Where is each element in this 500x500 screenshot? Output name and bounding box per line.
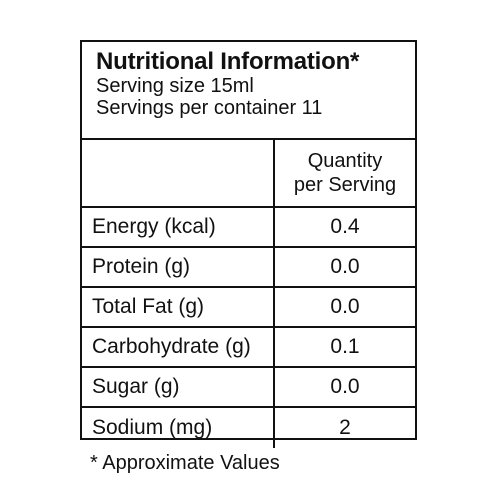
row-value-sugar: 0.0 bbox=[330, 375, 360, 398]
quantity-header-line2: per Serving bbox=[293, 174, 397, 196]
table-row: Protein (g) 0.0 bbox=[82, 248, 415, 288]
serving-size: Serving size 15ml bbox=[96, 75, 254, 97]
servings-per-container: Servings per container 11 bbox=[96, 97, 323, 119]
table-header-row: Quantity per Serving bbox=[82, 140, 415, 208]
table-row: Carbohydrate (g) 0.1 bbox=[82, 328, 415, 368]
table-row: Energy (kcal) 0.4 bbox=[82, 208, 415, 248]
panel-title: Nutritional Information* bbox=[96, 48, 360, 75]
row-label-sodium: Sodium (mg) bbox=[82, 408, 275, 448]
footnote: * Approximate Values bbox=[90, 452, 280, 474]
header-label-cell bbox=[82, 140, 275, 206]
row-label-protein: Protein (g) bbox=[82, 248, 275, 286]
table-row: Sodium (mg) 2 bbox=[82, 408, 415, 448]
table-row: Total Fat (g) 0.0 bbox=[82, 288, 415, 328]
quantity-header-line1: Quantity bbox=[307, 150, 383, 172]
row-value-carbohydrate: 0.1 bbox=[330, 335, 360, 358]
row-label-energy: Energy (kcal) bbox=[82, 208, 275, 246]
table-row: Sugar (g) 0.0 bbox=[82, 368, 415, 408]
quantity-header: Quantity per Serving bbox=[275, 140, 415, 206]
nutrition-table: Quantity per Serving Energy (kcal) 0.4 P… bbox=[82, 140, 415, 448]
row-value-total-fat: 0.0 bbox=[330, 295, 360, 318]
nutrition-header: Nutritional Information* Serving size 15… bbox=[82, 42, 415, 140]
row-value-protein: 0.0 bbox=[330, 255, 360, 278]
row-label-carbohydrate: Carbohydrate (g) bbox=[82, 328, 275, 366]
row-value-sodium: 2 bbox=[339, 416, 351, 439]
row-value-energy: 0.4 bbox=[330, 215, 360, 238]
row-label-sugar: Sugar (g) bbox=[82, 368, 275, 406]
nutrition-facts-panel: Nutritional Information* Serving size 15… bbox=[80, 40, 417, 448]
row-label-total-fat: Total Fat (g) bbox=[82, 288, 275, 326]
